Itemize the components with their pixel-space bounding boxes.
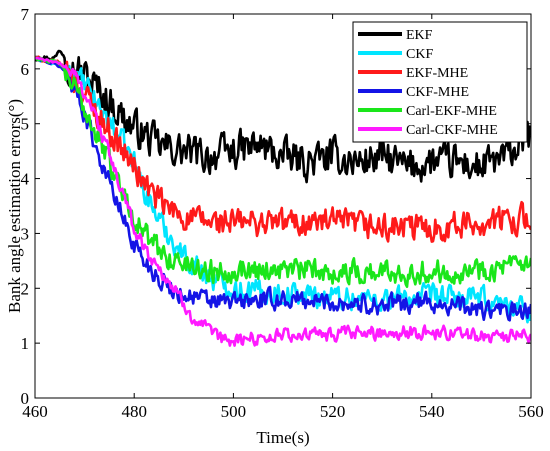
series-line-ekf: [35, 49, 531, 184]
x-tick-label: 500: [221, 402, 247, 421]
y-tick-label: 7: [21, 5, 30, 24]
x-tick-label: 540: [419, 402, 445, 421]
y-tick-label: 3: [21, 224, 30, 243]
series-line-carl-ckf-mhe: [35, 56, 531, 347]
legend-label: EKF: [406, 28, 433, 43]
y-tick-label: 6: [21, 60, 30, 79]
x-axis: 460 480 500 520 540 560: [22, 14, 544, 421]
plot-frame: [34, 13, 532, 399]
x-tick-label: 460: [22, 402, 48, 421]
legend-label: EKF-MHE: [406, 66, 468, 81]
y-axis: 0 1 2 3 4 5 6 7: [21, 5, 531, 408]
legend-label: Carl-EKF-MHE: [406, 104, 497, 119]
legend: EKF CKF EKF-MHE CKF-MHE Carl-EKF-MHE Carl-CKF…: [352, 21, 528, 143]
y-tick-label: 2: [21, 279, 30, 298]
y-tick-label: 1: [21, 334, 30, 353]
y-tick-label: 5: [21, 115, 30, 134]
y-axis-label: Bank angle estimation errors(°): [5, 99, 24, 313]
series-line-ekf-mhe: [35, 55, 531, 243]
legend-box: [352, 21, 528, 143]
y-tick-label: 0: [21, 389, 30, 408]
series-line-ckf-mhe: [35, 56, 531, 322]
series-layer: [35, 49, 531, 347]
x-axis-label: Time(s): [256, 428, 309, 447]
y-tick-label: 4: [21, 170, 30, 189]
x-tick-label: 480: [121, 402, 147, 421]
legend-label: Carl-CKF-MHE: [406, 123, 498, 138]
plot-area: [34, 13, 532, 399]
legend-label: CKF-MHE: [406, 85, 469, 100]
legend-label: CKF: [406, 47, 433, 62]
x-tick-label: 560: [518, 402, 544, 421]
x-tick-label: 520: [320, 402, 346, 421]
